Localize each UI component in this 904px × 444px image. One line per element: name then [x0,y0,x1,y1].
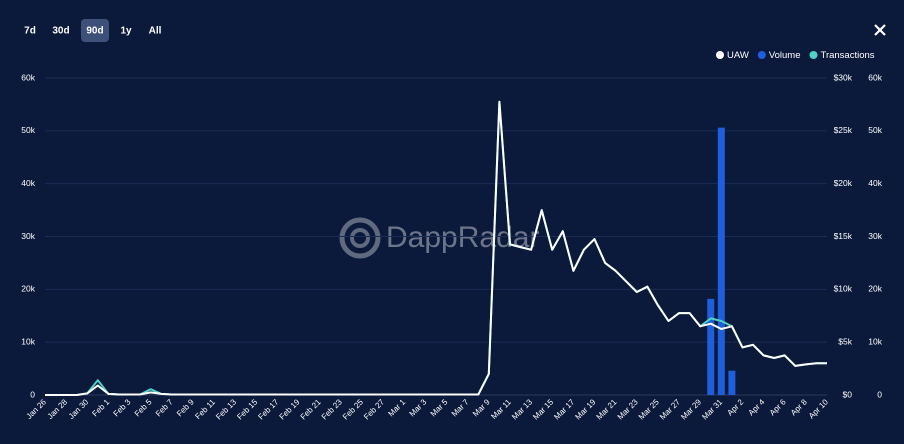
y-tick-label: 40k [21,178,35,188]
volume-bar [728,370,736,395]
y-tick-label: 30k [21,231,35,241]
range-button[interactable]: 30d [52,26,69,37]
volume-bar [717,127,725,395]
range-button[interactable]: 90d [86,26,103,37]
y3-tick-label: 50k [868,125,882,135]
range-button[interactable]: All [149,26,162,37]
y-tick-label: 60k [21,72,35,82]
y-tick-label: 0 [30,389,35,399]
y-tick-label: 10k [21,336,35,346]
legend-label: UAW [727,50,749,61]
y2-tick-label: $15k [834,231,853,241]
range-button[interactable]: 7d [24,26,36,37]
y2-tick-label: $10k [834,284,853,294]
legend-marker [757,51,766,59]
y2-tick-label: $0 [843,389,853,399]
y2-tick-label: $30k [834,72,853,82]
volume-bar [707,298,715,395]
close-icon [874,24,886,36]
y-tick-label: 20k [21,284,35,294]
close-button[interactable] [874,24,886,36]
watermark: DappRadar [386,221,539,254]
watermark-icon [339,217,381,259]
line-series [45,100,827,396]
y-tick-label: 50k [21,125,35,135]
legend-marker [809,51,818,59]
y2-tick-label: $25k [834,125,853,135]
y3-tick-label: 10k [868,336,882,346]
legend-label: Transactions [821,50,875,61]
y3-tick-label: 40k [868,178,882,188]
range-button[interactable]: 1y [120,26,132,37]
y3-tick-label: 0 [877,389,882,399]
range-button-active[interactable] [81,19,109,42]
legend-marker [716,51,724,59]
y3-tick-label: 60k [868,72,882,82]
y2-tick-label: $20k [834,178,853,188]
y3-tick-label: 30k [868,231,882,241]
legend-label: Volume [769,50,801,61]
y2-tick-label: $5k [838,336,852,346]
y3-tick-label: 20k [868,284,882,294]
